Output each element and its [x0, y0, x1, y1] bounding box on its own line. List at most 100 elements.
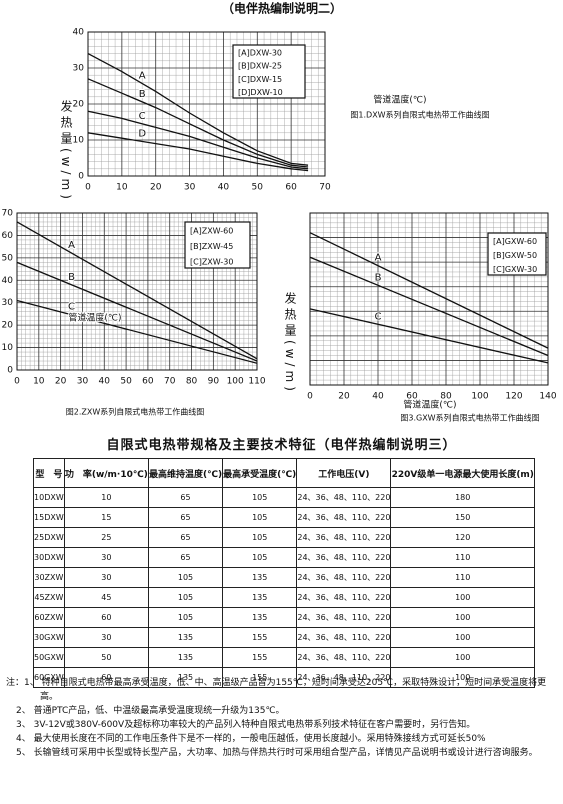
table-row: 60GXW 60 135 155 24、36、48、110、220 100	[33, 667, 535, 688]
table-cell: 65	[147, 487, 224, 508]
table-cell: 10DXW	[33, 487, 65, 508]
plot-frame	[16, 212, 258, 371]
x-tick-label: 60	[142, 377, 154, 387]
y-tick-label: 40	[73, 28, 85, 38]
curve-label: C	[139, 111, 146, 122]
legend-entry: [D]DXW-10	[238, 88, 283, 97]
y-tick-label: 0	[7, 366, 13, 376]
page-title: （电伴热编制说明二）	[222, 1, 342, 16]
header-cell: 功 率(w/m·10℃)	[63, 458, 149, 488]
x-axis-label: 管道温度(℃)	[403, 399, 456, 411]
legend-entry: [C]DXW-15	[238, 75, 282, 84]
x-tick-label: 40	[372, 392, 384, 402]
table-cell: 24、36、48、110、220	[296, 527, 392, 548]
table-title: 自限式电热带规格及主要技术特征（电伴热编制说明三）	[106, 438, 457, 453]
x-tick-label: 10	[33, 377, 45, 387]
table-cell: 30	[63, 627, 149, 648]
table-cell: 100	[390, 627, 535, 648]
curve-label: B	[375, 272, 382, 283]
x-tick-label: 60	[406, 392, 418, 402]
y-tick-label: 10	[73, 136, 85, 146]
table-cell: 65	[147, 507, 224, 528]
header-cell: 最高承受温度(℃)	[222, 458, 298, 488]
curve-label: A	[139, 70, 146, 81]
table-cell: 155	[222, 627, 298, 648]
table-row: 10DXW 10 65 105 24、36、48、110、220 180	[33, 487, 535, 508]
x-tick-label: 10	[116, 183, 128, 193]
table-cell: 30GXW	[33, 627, 65, 648]
curve	[87, 110, 309, 170]
notes: 注：1、 特种自限式电热带最高承受温度，低、中、高温级产品皆为155℃，短时间承…	[6, 676, 556, 760]
x-tick-label: 0	[307, 392, 313, 402]
table-cell: 105	[147, 587, 224, 608]
curve	[16, 221, 258, 360]
x-tick-label: 140	[539, 392, 556, 402]
table-cell: 105	[222, 527, 298, 548]
note: 3、 3V-12V或380V-600V及超标称功率较大的产品列入特种自限式电热带…	[16, 720, 476, 730]
y-tick-label: 0	[78, 172, 84, 182]
x-tick-label: 50	[252, 183, 264, 193]
table-cell: 15	[63, 507, 149, 528]
curve	[87, 132, 309, 172]
table-cell: 50	[63, 647, 149, 668]
table-row: 50GXW 50 135 155 24、36、48、110、220 100	[33, 647, 535, 668]
y-tick-label: 10	[2, 343, 14, 353]
table-cell: 120	[390, 527, 535, 548]
y-tick-label: 30	[2, 298, 14, 308]
legend-entry: [A]GXW-60	[493, 237, 537, 246]
caption: 图2.ZXW系列自限式电热带工作曲线图	[66, 407, 205, 417]
header-cell: 220V级单一电源最大使用长度(m)	[390, 458, 535, 488]
note: 4、 最大使用长度在不同的工作电压条件下是不一样的，一般电压越低，使用长度越小。…	[16, 734, 486, 744]
legend-entry: [A]DXW-30	[238, 48, 282, 57]
table-cell: 24、36、48、110、220	[296, 647, 392, 668]
table-cell: 60	[63, 667, 149, 688]
table-cell: 30	[63, 547, 149, 568]
header-cell: 最高维持温度(℃)	[147, 458, 224, 488]
table-row: 30GXW 30 135 155 24、36、48、110、220 100	[33, 627, 535, 648]
x-tick-label: 30	[77, 377, 89, 387]
table-cell: 105	[147, 567, 224, 588]
x-tick-label: 100	[227, 377, 244, 387]
table-cell: 24、36、48、110、220	[296, 487, 392, 508]
x-tick-label: 20	[338, 392, 350, 402]
x-axis-label: 管道温度(℃)	[373, 94, 426, 106]
table-cell: 135	[147, 627, 224, 648]
table-cell: 100	[390, 667, 535, 688]
y-tick-label: 70	[2, 209, 14, 219]
table-cell: 180	[390, 487, 535, 508]
x-tick-label: 0	[14, 377, 20, 387]
note: 5、 长输管线可采用中长型或特长型产品，大功率、加热与伴热共行时可采用组合型产品…	[16, 748, 538, 758]
note: 注：1、 特种自限式电热带最高承受温度，低、中、高温级产品皆为155℃，短时间承…	[6, 678, 547, 702]
x-tick-label: 20	[150, 183, 162, 193]
legend-entry: [B]DXW-25	[238, 62, 282, 71]
table-row: 45ZXW 45 105 135 24、36、48、110、220 100	[33, 587, 535, 608]
charts: （电伴热编制说明二） 0 10 20 30 40 50 60 70 0 10 20 30 40 [A]DX…	[2, 1, 557, 423]
header-cell: 工作电压(V)	[296, 458, 392, 488]
curve	[16, 299, 258, 364]
table-cell: 24、36、48、110、220	[296, 547, 392, 568]
table-cell: 10	[63, 487, 149, 508]
table-cell: 24、36、48、110、220	[296, 627, 392, 648]
table-row: 60ZXW 60 105 135 24、36、48、110、220 100	[33, 607, 535, 628]
x-tick-label: 70	[319, 183, 331, 193]
caption: 图1.DXW系列自限式电热带工作曲线图	[350, 110, 489, 120]
x-tick-label: 30	[184, 183, 196, 193]
table-cell: 155	[222, 647, 298, 668]
y-tick-label: 50	[2, 253, 14, 263]
legend-box	[487, 232, 547, 276]
curve-label: C	[68, 302, 75, 313]
table-row: 25DXW 25 65 105 24、36、48、110、220 120	[33, 527, 535, 548]
curve-label: D	[138, 128, 146, 139]
curve	[309, 232, 549, 349]
table-cell: 60ZXW	[33, 607, 65, 628]
x-tick-label: 110	[248, 377, 265, 387]
caption: 图3.GXW系列自限式电热带工作曲线图	[400, 413, 539, 423]
plot-frame	[309, 212, 549, 386]
curve-label: B	[139, 89, 146, 100]
table-cell: 135	[147, 667, 224, 688]
table-cell: 30	[63, 567, 149, 588]
table-cell: 24、36、48、110、220	[296, 607, 392, 628]
table-cell: 60GXW	[33, 667, 65, 688]
x-tick-label: 80	[186, 377, 198, 387]
